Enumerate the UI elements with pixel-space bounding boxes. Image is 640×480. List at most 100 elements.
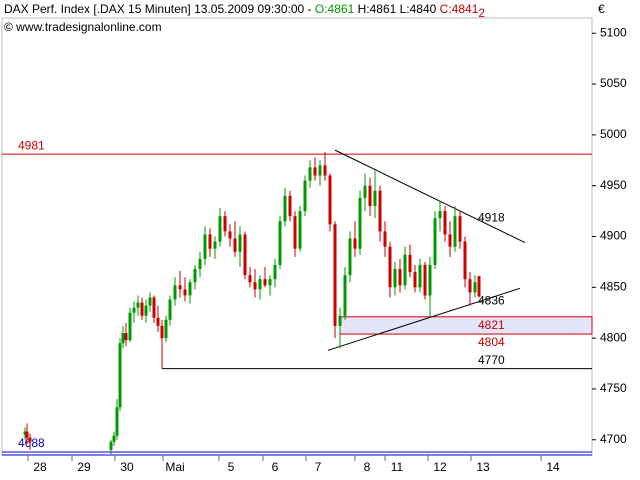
candle-body: [160, 325, 164, 339]
candle-body: [228, 231, 232, 239]
candle-body: [358, 197, 362, 249]
candle-body: [338, 315, 342, 326]
candle-body: [156, 317, 160, 326]
trendline: [334, 149, 526, 244]
x-tick-label: 12: [433, 460, 447, 474]
candle-body: [328, 175, 332, 225]
level-label: 4836: [478, 294, 505, 308]
candle-body: [333, 224, 337, 326]
quote-open: O:4861: [315, 2, 355, 16]
credit: © www.tradesignalonline.com: [4, 20, 162, 34]
candle-body: [278, 221, 282, 265]
quote-high-low: H:4861 L:4840: [358, 2, 437, 16]
x-tick-label: 28: [33, 460, 47, 474]
candle-body: [468, 279, 472, 293]
x-tick-label: 11: [391, 460, 404, 474]
quote-close: C:4841: [440, 2, 479, 16]
candle-body: [433, 218, 437, 265]
candle-body: [403, 254, 407, 286]
candle-body: [248, 275, 252, 283]
level-label: 4981: [18, 138, 45, 152]
candle-body: [388, 246, 392, 288]
x-tick-label: 8: [364, 460, 371, 474]
x-tick-label: 6: [272, 460, 279, 474]
candle-body: [378, 190, 382, 232]
candle-body: [238, 234, 242, 252]
candle-body: [363, 185, 367, 198]
candle-body: [443, 211, 447, 235]
candle-body: [283, 195, 287, 222]
candle-body: [148, 297, 152, 306]
candle-body: [263, 279, 267, 286]
chart-title: DAX Perf. Index [.DAX 15 Minuten] 13.05.…: [4, 2, 312, 16]
candle-body: [353, 238, 357, 249]
candle-body: [28, 437, 32, 442]
candle-body: [343, 275, 347, 316]
candle-body: [218, 216, 222, 242]
candle-body: [25, 431, 29, 438]
candle-body: [140, 302, 144, 316]
candle-body: [118, 343, 122, 408]
x-tick-label: 7: [315, 460, 322, 474]
candle-body: [313, 167, 317, 176]
candle-body: [348, 238, 352, 276]
candle-body: [323, 165, 327, 176]
candle-body: [423, 264, 427, 296]
level-label: 4770: [478, 353, 505, 367]
candle-body: [198, 258, 202, 270]
candle-body: [152, 297, 156, 318]
x-tick-label: 13: [476, 460, 490, 474]
candle-body: [273, 264, 277, 280]
candle-body: [308, 167, 312, 181]
candle-body: [368, 185, 372, 207]
candle-body: [124, 333, 128, 341]
candle-body: [144, 305, 148, 316]
candle-body: [258, 279, 262, 290]
currency: €: [598, 2, 605, 16]
trendline: [327, 287, 521, 351]
y-tick-label: 5050: [600, 76, 627, 90]
candle-body: [223, 216, 227, 232]
candle-body: [128, 312, 132, 341]
candle-body: [398, 269, 402, 286]
candle-body: [393, 269, 397, 288]
zone-high-label: 4821: [478, 318, 505, 332]
level-label: 4918: [478, 210, 505, 224]
x-tick-label: 30: [120, 460, 134, 474]
candle-body: [418, 264, 422, 288]
candle-body: [408, 254, 412, 273]
zone-low-label: 4804: [478, 335, 505, 349]
y-tick-label: 5100: [600, 25, 627, 39]
y-tick-label: 4950: [600, 178, 627, 192]
candle-body: [413, 272, 417, 288]
x-tick-label: 5: [228, 460, 235, 474]
candle-body: [193, 269, 197, 283]
candle-body: [183, 289, 187, 296]
y-tick-label: 5000: [600, 127, 627, 141]
candle-body: [383, 231, 387, 247]
candle-body: [293, 216, 297, 249]
candle-body: [168, 299, 172, 320]
y-tick-label: 4900: [600, 229, 627, 243]
candle-body: [109, 441, 113, 450]
candle-body: [268, 279, 272, 286]
candle-body: [253, 282, 257, 290]
x-tick-label: 29: [77, 460, 91, 474]
y-tick-label: 4800: [600, 330, 627, 344]
candle-body: [132, 307, 136, 313]
candle-body: [477, 276, 481, 297]
candle-body: [121, 333, 125, 344]
candle-body: [23, 431, 27, 435]
header: DAX Perf. Index [.DAX 15 Minuten] 13.05.…: [4, 2, 485, 20]
quote-marker: 2: [478, 6, 485, 20]
candle-body: [243, 234, 247, 276]
candle-body: [208, 234, 212, 249]
x-tick-label: 14: [546, 460, 560, 474]
candle-body: [112, 435, 116, 442]
y-tick-label: 4750: [600, 381, 627, 395]
y-tick-label: 4850: [600, 279, 627, 293]
x-tick-label: Mai: [165, 460, 184, 474]
